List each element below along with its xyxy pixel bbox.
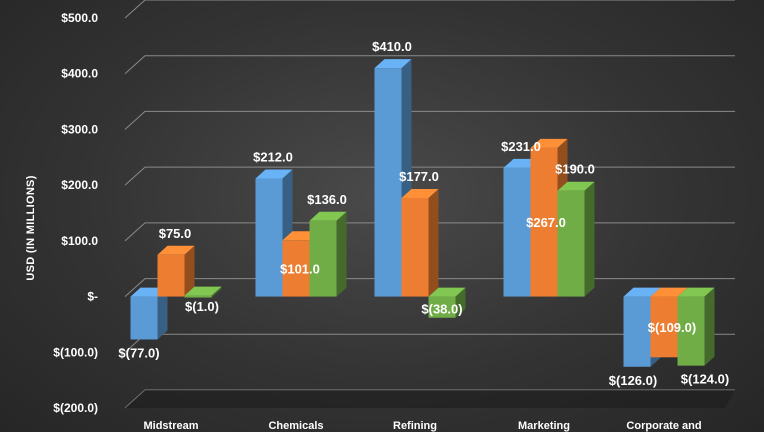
- y-axis-ticks: $500.0 $400.0 $300.0 $200.0 $100.0 $- $(100.0)…: [53, 11, 98, 415]
- bar: [557, 181, 595, 297]
- bar-top: [650, 287, 688, 297]
- chart-floor: [125, 390, 735, 408]
- series-3: [184, 181, 715, 366]
- bar-front: [530, 147, 558, 297]
- bar-side: [428, 188, 439, 297]
- bar-side: [455, 287, 466, 318]
- bar-top: [309, 211, 347, 221]
- y-tick-label: $-: [87, 290, 98, 304]
- bar-front: [157, 254, 185, 297]
- data-label: $212.0: [253, 149, 293, 164]
- bars: [130, 59, 715, 367]
- series-1: [130, 59, 661, 367]
- y-tick-label: $300.0: [61, 122, 98, 136]
- y-tick-label: $100.0: [61, 234, 98, 248]
- data-label: $101.0: [280, 261, 320, 276]
- bar-front: [184, 295, 212, 298]
- bar-side: [336, 211, 347, 297]
- bar: [309, 211, 347, 297]
- bar-side: [184, 245, 195, 297]
- bar-front: [557, 190, 585, 297]
- bar-front: [374, 68, 402, 297]
- category-label: Refining: [393, 420, 437, 432]
- data-label: $(1.0): [185, 299, 219, 314]
- bar-top: [374, 59, 412, 69]
- data-label: $136.0: [307, 192, 347, 207]
- category-label: Corporate and: [626, 420, 701, 432]
- bar-front: [130, 296, 158, 340]
- bar-top: [677, 287, 715, 297]
- y-tick-label: $(200.0): [53, 401, 98, 415]
- gridline: [124, 0, 735, 19]
- data-label: $(38.0): [421, 302, 462, 317]
- bar: [428, 287, 466, 318]
- bar-top: [530, 138, 568, 148]
- category-label: Midstream: [143, 420, 198, 432]
- data-label: $(109.0): [648, 320, 696, 335]
- bar-front: [650, 296, 678, 358]
- bar-front: [623, 296, 651, 367]
- bar-front: [428, 296, 456, 318]
- bar-side: [211, 286, 222, 298]
- data-label: $(126.0): [609, 373, 657, 388]
- bar: [184, 286, 222, 298]
- data-label: $231.0: [501, 139, 541, 154]
- bar-top: [255, 169, 293, 179]
- bar: [157, 245, 195, 297]
- bar: [401, 188, 439, 297]
- bar-front: [255, 178, 283, 297]
- y-tick-label: $500.0: [61, 11, 98, 25]
- data-labels: $(77.0) $212.0 $410.0 $231.0 $(126.0) $75.0 $1…: [118, 39, 729, 388]
- y-axis-label: USD (IN MILLIONS): [25, 175, 37, 280]
- data-label: $75.0: [159, 226, 192, 241]
- category-labels: Midstream Chemicals Refining Marketing Corpo…: [143, 420, 701, 432]
- bar-front: [503, 167, 531, 297]
- bar: [677, 287, 715, 366]
- data-label: $(124.0): [681, 372, 729, 387]
- data-label: $267.0: [526, 215, 566, 230]
- bar-front: [282, 240, 310, 297]
- y-tick-label: $200.0: [61, 178, 98, 192]
- bar-side: [157, 287, 168, 340]
- bar-top: [184, 286, 222, 296]
- data-label: $410.0: [372, 39, 412, 54]
- bar-side: [704, 287, 715, 366]
- category-label: Marketing: [518, 420, 570, 432]
- gridline: [124, 55, 735, 75]
- bar-front: [677, 296, 705, 366]
- data-label: $190.0: [555, 162, 595, 177]
- bar-top: [428, 287, 466, 297]
- bar-top: [557, 181, 595, 191]
- data-label: $177.0: [399, 169, 439, 184]
- bar-side: [584, 181, 595, 297]
- bar-top: [401, 188, 439, 198]
- category-label: Chemicals: [268, 420, 323, 432]
- bar-top: [157, 245, 195, 255]
- y-tick-label: $400.0: [61, 67, 98, 81]
- data-label: $(77.0): [118, 345, 159, 360]
- bar-top: [623, 287, 661, 297]
- y-tick-label: $(100.0): [53, 345, 98, 359]
- bar-front: [309, 220, 337, 297]
- gridline: [124, 110, 735, 130]
- bar-front: [401, 197, 429, 297]
- floor-plane: [125, 390, 735, 408]
